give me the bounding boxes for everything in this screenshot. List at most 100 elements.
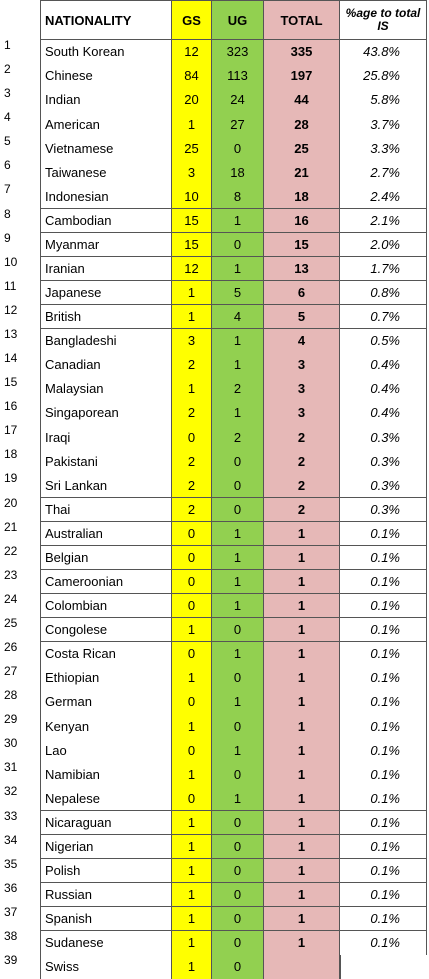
ug-count: 24: [212, 88, 264, 113]
gs-count: 1: [172, 714, 212, 739]
row-number: 22: [4, 543, 18, 558]
row-number: 23: [4, 567, 18, 582]
ug-count: 2: [212, 425, 264, 450]
percentage: 0.1%: [340, 882, 427, 908]
nationality: Indian: [40, 88, 172, 113]
ug-count: 1: [212, 256, 264, 282]
ug-count: 113: [212, 64, 264, 89]
row-number: 36: [4, 880, 18, 895]
row-number: 14: [4, 351, 18, 366]
total-count: 1: [264, 834, 340, 860]
nationality: British: [40, 304, 172, 330]
ug-count: 27: [212, 112, 264, 137]
total-count: 1: [264, 882, 340, 908]
ug-count: 8: [212, 184, 264, 210]
ug-count: 0: [212, 666, 264, 691]
percentage: 0.1%: [340, 834, 427, 860]
nationality: South Korean: [40, 40, 172, 65]
nationality: Bangladeshi: [40, 328, 172, 354]
nationality: Cameroonian: [40, 569, 172, 595]
nationality: Canadian: [40, 353, 172, 378]
ug-count: 1: [212, 690, 264, 715]
total-count: 1: [264, 569, 340, 595]
gs-count: 3: [172, 328, 212, 354]
percentage: 0.1%: [340, 930, 427, 956]
header-cell: TOTAL: [264, 0, 340, 40]
ug-count: 2: [212, 377, 264, 402]
nationality: Iraqi: [40, 425, 172, 450]
total-count: 6: [264, 280, 340, 306]
percentage: 0.1%: [340, 810, 427, 836]
nationality: Japanese: [40, 280, 172, 306]
ug-count: 5: [212, 280, 264, 306]
ug-count: 0: [212, 473, 264, 499]
gs-count: 1: [172, 930, 212, 956]
gs-count: 1: [172, 955, 212, 979]
nationality: Cambodian: [40, 208, 172, 234]
gs-count: 0: [172, 642, 212, 667]
gs-count: 12: [172, 40, 212, 65]
total-count: 1: [264, 690, 340, 715]
row-number: 5: [4, 134, 11, 149]
gs-count: 3: [172, 160, 212, 185]
gs-count: 1: [172, 280, 212, 306]
row-number: 37: [4, 904, 18, 919]
ug-count: 4: [212, 304, 264, 330]
ug-count: 0: [212, 449, 264, 474]
nationality: Taiwanese: [40, 160, 172, 185]
gs-count: 1: [172, 882, 212, 908]
header-cell: NATIONALITY: [40, 0, 172, 40]
nationality: German: [40, 690, 172, 715]
gs-count: 2: [172, 449, 212, 474]
ug-count: 1: [212, 545, 264, 571]
ug-count: 0: [212, 930, 264, 956]
percentage: 0.1%: [340, 906, 427, 932]
gs-count: 2: [172, 473, 212, 499]
percentage: 2.7%: [340, 160, 427, 185]
ug-count: 0: [212, 714, 264, 739]
total-count: 15: [264, 232, 340, 258]
percentage: 3.3%: [340, 136, 427, 161]
row-number: 12: [4, 302, 18, 317]
row-number: 26: [4, 640, 18, 654]
nationality: Congolese: [40, 617, 172, 643]
total-count: 1: [264, 666, 340, 691]
ug-count: 0: [212, 497, 264, 523]
nationality: Ethiopian: [40, 666, 172, 691]
percentage: 0.3%: [340, 425, 427, 450]
total-count: 44: [264, 88, 340, 113]
percentage: 0.1%: [340, 521, 427, 547]
total-count: 5: [264, 304, 340, 330]
total-count: 4: [264, 328, 340, 354]
row-number: 2: [4, 62, 11, 77]
nationality: Lao: [40, 738, 172, 763]
percentage: 0.5%: [340, 328, 427, 354]
total-count: 197: [264, 64, 340, 89]
ug-count: 18: [212, 160, 264, 185]
gs-count: 1: [172, 762, 212, 787]
gs-count: 0: [172, 690, 212, 715]
row-number: 15: [4, 375, 18, 390]
row-number: 25: [4, 615, 18, 630]
total-count: 3: [264, 401, 340, 426]
ug-count: 0: [212, 810, 264, 836]
total-count: 1: [264, 642, 340, 667]
nationality: Namibian: [40, 762, 172, 787]
nationality: Colombian: [40, 593, 172, 619]
percentage: 43.8%: [340, 40, 427, 65]
percentage: 0.1%: [340, 858, 427, 884]
ug-count: 0: [212, 232, 264, 258]
percentage: 0.3%: [340, 497, 427, 523]
total-count: 2: [264, 473, 340, 499]
nationality: Swiss: [40, 955, 172, 979]
total-count: 16: [264, 208, 340, 234]
gs-count: 1: [172, 617, 212, 643]
ug-count: 1: [212, 593, 264, 619]
percentage: 2.4%: [340, 184, 427, 210]
empty-cell: [264, 955, 340, 979]
total-count: 2: [264, 497, 340, 523]
gs-count: 0: [172, 425, 212, 450]
total-count: 18: [264, 184, 340, 210]
percentage: 0.4%: [340, 401, 427, 426]
row-number: 38: [4, 928, 18, 943]
